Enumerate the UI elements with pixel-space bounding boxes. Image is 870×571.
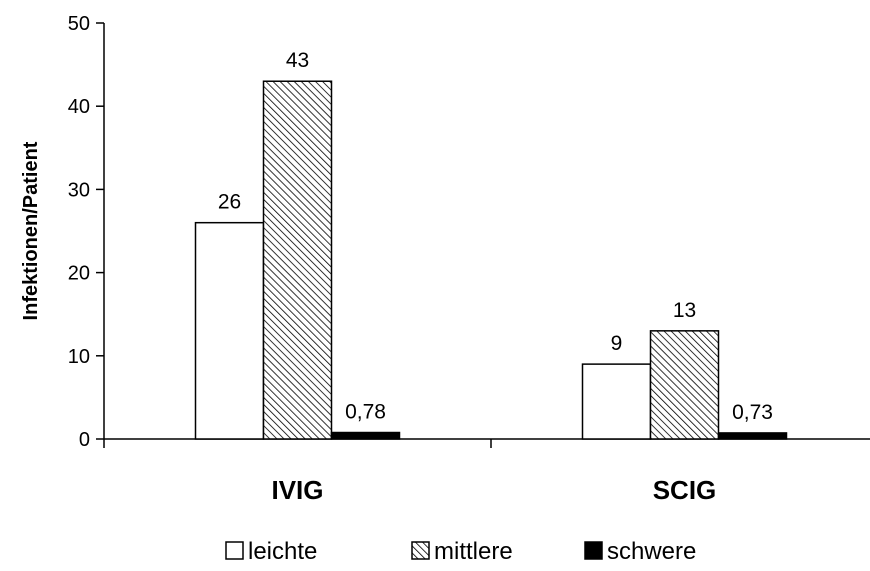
legend-label-schwere: schwere	[607, 538, 696, 565]
data-label: 26	[218, 191, 241, 214]
x-category-label: IVIG	[271, 475, 323, 505]
bar-mittlere-scig	[649, 330, 720, 440]
y-axis-label: Infektionen/Patient	[20, 141, 42, 320]
y-axis: 0 10 20 30 40 50	[68, 13, 105, 451]
y-tick-label: 10	[68, 346, 90, 368]
y-tick-label: 20	[68, 263, 90, 285]
y-tick-label: 50	[68, 13, 90, 35]
bar-schwere-ivig	[330, 431, 401, 440]
data-label: 13	[673, 299, 696, 322]
legend-swatch-schwere	[584, 541, 603, 560]
data-labels-group: 26 43 0,78 9 13 0,73	[218, 49, 773, 424]
y-tick-label: 40	[68, 96, 90, 118]
legend-swatch-mittlere	[411, 541, 430, 560]
bar-mittlere-ivig	[262, 80, 333, 440]
x-axis: IVIG SCIG	[103, 438, 870, 505]
bar-leichte-ivig	[194, 221, 265, 440]
data-label: 0,73	[732, 401, 773, 424]
bar-schwere-scig	[717, 432, 788, 440]
y-tick-label: 0	[79, 429, 90, 451]
legend-swatch-leichte	[225, 541, 244, 560]
data-label: 43	[286, 49, 309, 72]
legend-label-leichte: leichte	[248, 538, 317, 565]
bar-leichte-scig	[581, 363, 652, 440]
legend: leichte mittlere schwere	[225, 538, 696, 565]
y-tick-label: 30	[68, 179, 90, 201]
x-category-label: SCIG	[653, 475, 717, 505]
data-label: 0,78	[345, 401, 386, 424]
bars-group	[194, 80, 788, 440]
data-label: 9	[611, 332, 623, 355]
legend-label-mittlere: mittlere	[434, 538, 513, 565]
